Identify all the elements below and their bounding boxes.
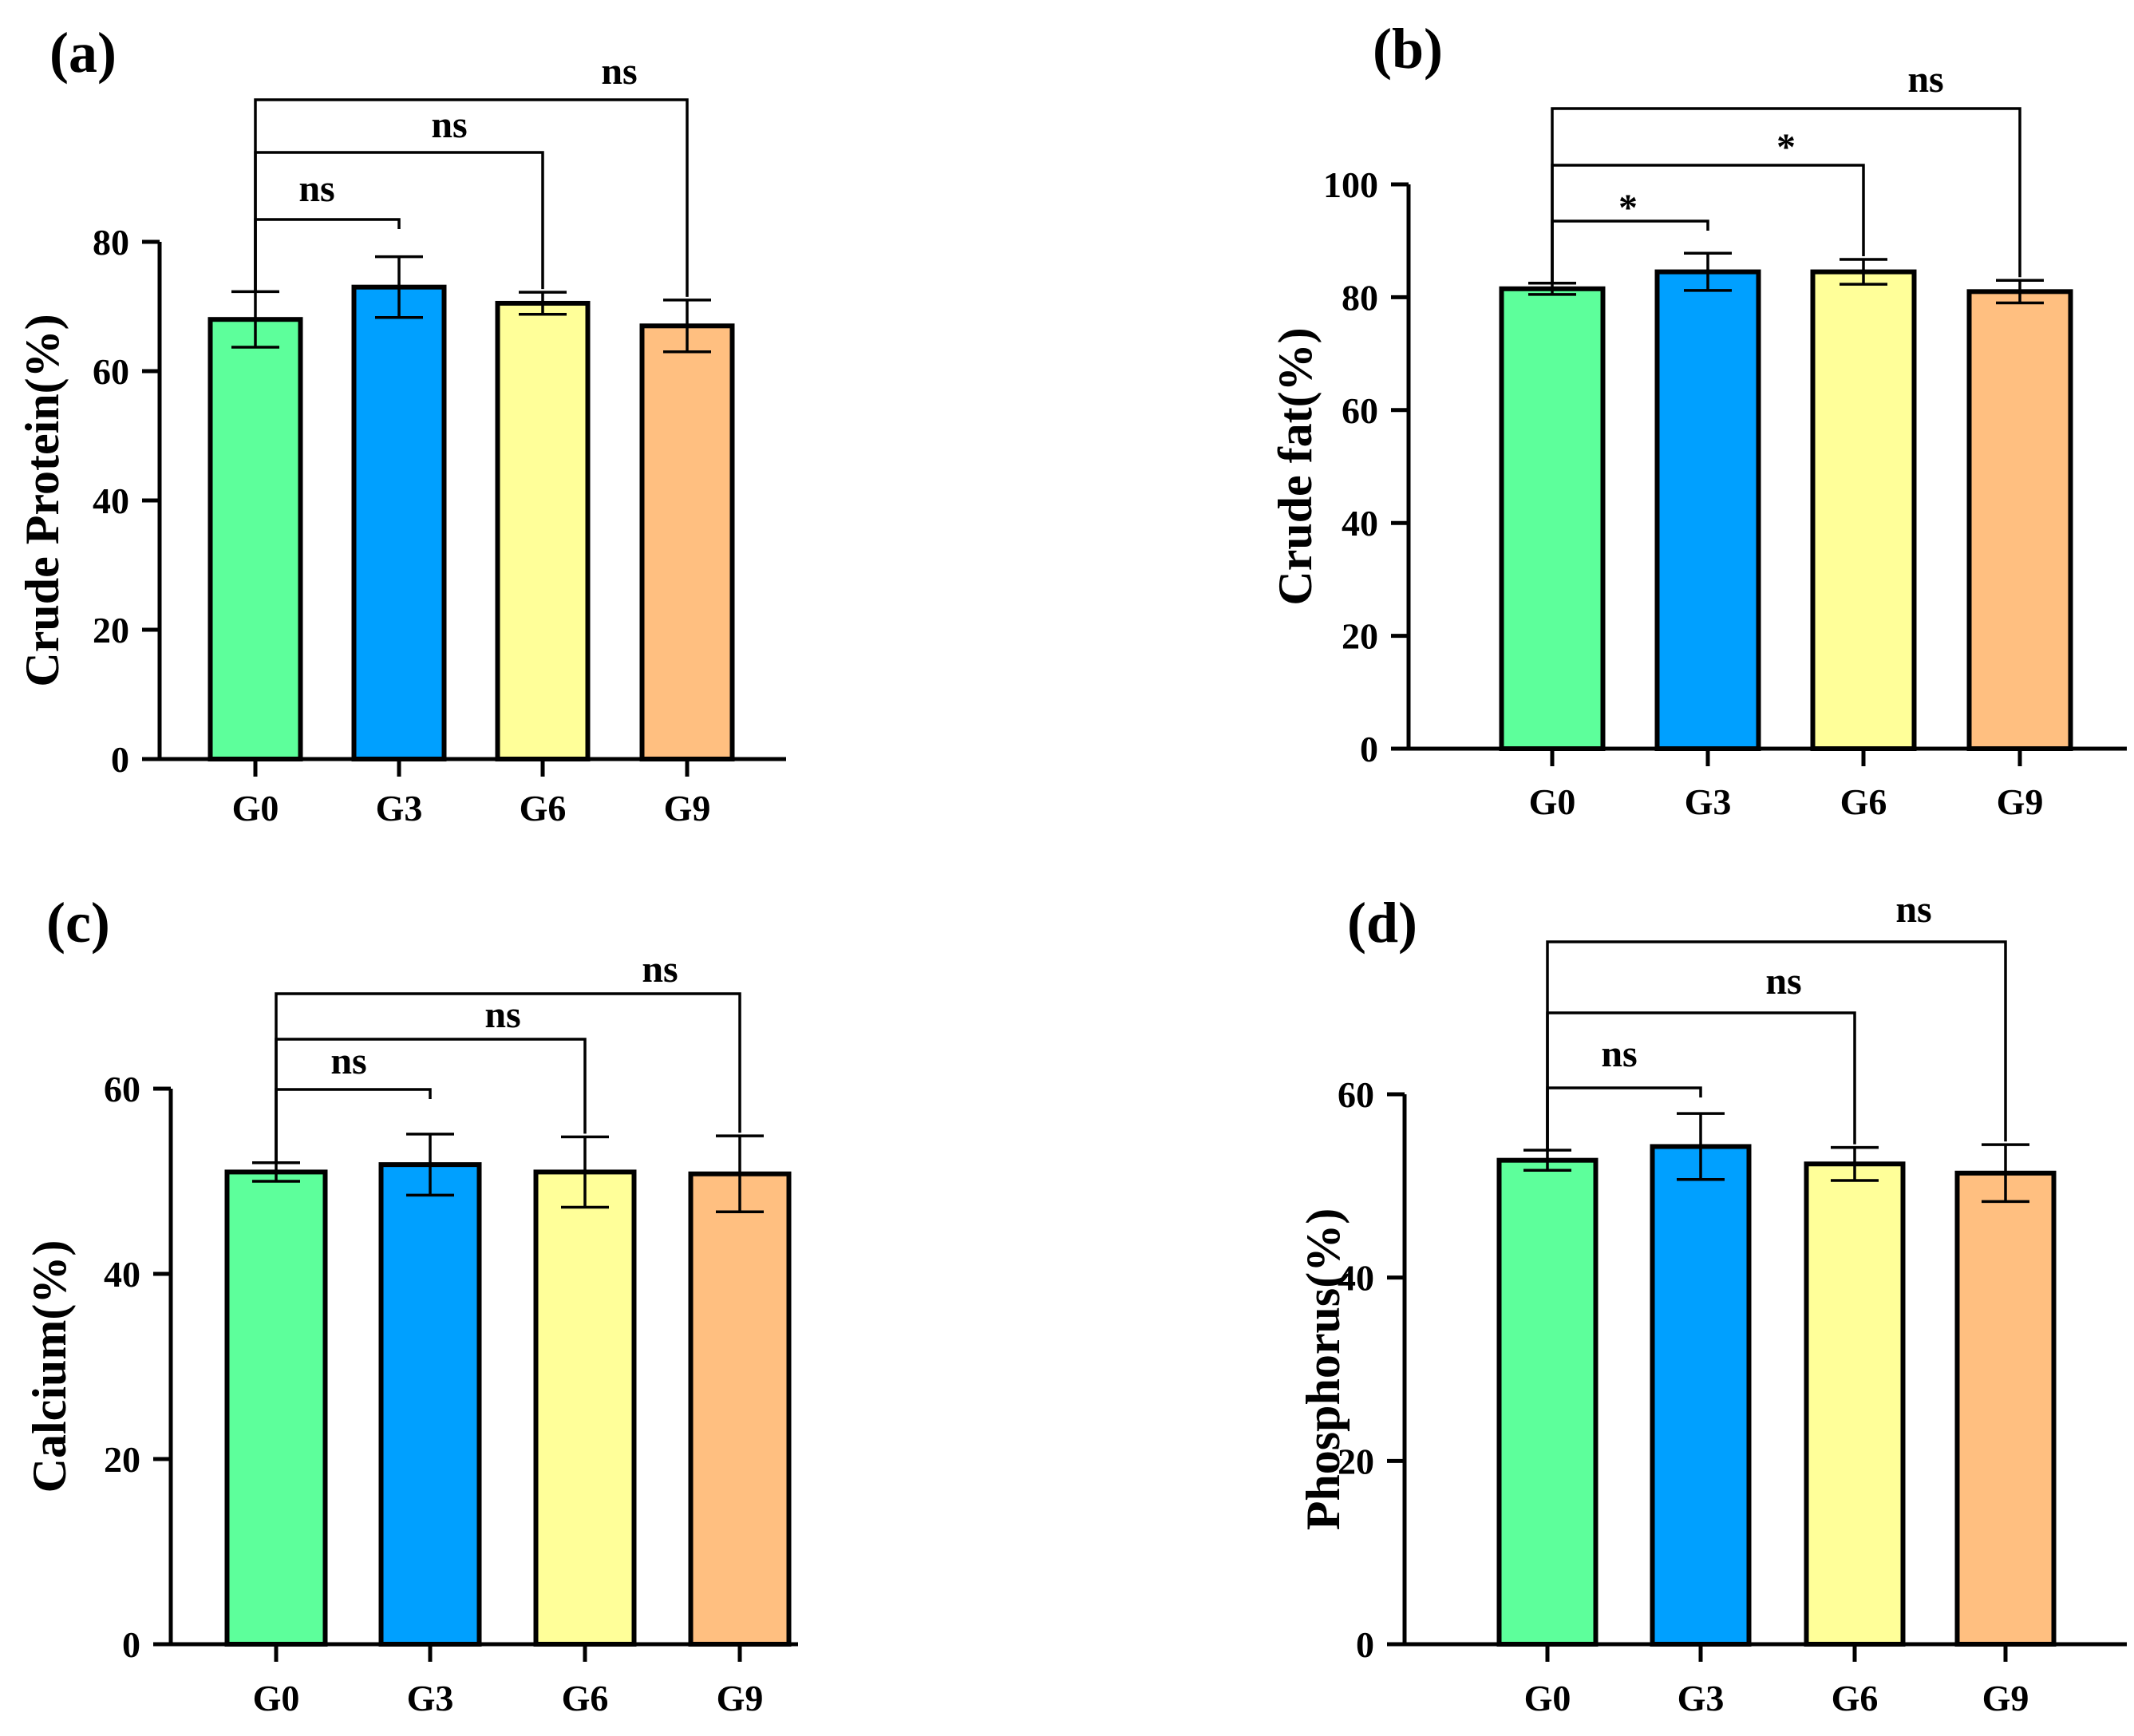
x-tick-label: G6 bbox=[520, 788, 567, 828]
y-tick-label: 20 bbox=[1342, 616, 1378, 657]
x-tick-label: G0 bbox=[232, 788, 279, 828]
significance-label: * bbox=[1776, 126, 1796, 168]
y-tick-label: 60 bbox=[1342, 390, 1378, 431]
bar-g3 bbox=[378, 1162, 482, 1647]
bar-g6 bbox=[533, 1169, 637, 1647]
x-tick-label: G9 bbox=[1997, 781, 2044, 822]
y-axis-title: Crude Protein(%) bbox=[16, 314, 69, 686]
y-tick-label: 0 bbox=[122, 1624, 140, 1665]
significance-bracket bbox=[275, 1088, 432, 1163]
y-tick-label: 0 bbox=[1356, 1624, 1374, 1665]
significance-label: ns bbox=[1907, 58, 1943, 101]
x-tick-label: G6 bbox=[562, 1678, 609, 1718]
significance-label: ns bbox=[330, 1040, 366, 1082]
y-tick-label: 20 bbox=[93, 610, 129, 651]
significance-bracket bbox=[254, 98, 689, 297]
significance-label: * bbox=[1618, 187, 1638, 229]
significance-label: ns bbox=[1601, 1033, 1637, 1075]
chart-panel-3: (c) 0 20 40 60 Calcium(%) G0 G3 G6 G9 ns ns ns bbox=[23, 891, 798, 1718]
y-tick-label: 40 bbox=[93, 480, 129, 521]
bar-g9 bbox=[639, 323, 735, 761]
y-tick-label: 100 bbox=[1323, 164, 1378, 205]
bar-g3 bbox=[351, 284, 447, 761]
bar-g6 bbox=[1810, 269, 1917, 751]
bar-g9 bbox=[1954, 1170, 2057, 1647]
y-tick-label: 20 bbox=[1338, 1441, 1374, 1481]
x-tick-label: G0 bbox=[1524, 1678, 1571, 1718]
y-tick-label: 60 bbox=[1338, 1074, 1374, 1115]
significance-bracket bbox=[1546, 1086, 1702, 1151]
y-tick-label: 0 bbox=[111, 739, 129, 780]
x-tick-label: G9 bbox=[717, 1678, 764, 1718]
x-tick-label: G3 bbox=[1678, 1678, 1725, 1718]
y-tick-label: 80 bbox=[1342, 277, 1378, 318]
significance-label: ns bbox=[1765, 960, 1801, 1002]
x-tick-label: G0 bbox=[1529, 781, 1576, 822]
bar-g0 bbox=[224, 1169, 328, 1647]
significance-label: ns bbox=[484, 994, 520, 1036]
significance-bracket bbox=[1546, 940, 2007, 1151]
y-tick-label: 20 bbox=[104, 1439, 140, 1480]
significance-label: ns bbox=[431, 104, 467, 146]
panel-label: (d) bbox=[1347, 891, 1417, 955]
significance-label: ns bbox=[298, 168, 334, 210]
y-tick-label: 80 bbox=[93, 222, 129, 263]
bar-g9 bbox=[688, 1171, 792, 1647]
x-tick-label: G3 bbox=[407, 1678, 454, 1718]
chart-panel-2: (b) 0 20 40 60 80 100 Crude fat(%) G0 G3 G6 G9 * * ns bbox=[1269, 17, 2127, 822]
x-tick-label: G3 bbox=[1685, 781, 1732, 822]
x-tick-label: G3 bbox=[376, 788, 423, 828]
significance-label: ns bbox=[601, 50, 637, 93]
y-axis-title: Calcium(%) bbox=[23, 1240, 76, 1493]
x-tick-label: G9 bbox=[664, 788, 711, 828]
y-axis-title: Phosphorus(%) bbox=[1297, 1208, 1350, 1530]
bar-g9 bbox=[1966, 289, 2073, 751]
panel-label: (c) bbox=[46, 891, 110, 955]
x-tick-label: G6 bbox=[1832, 1678, 1879, 1718]
y-tick-label: 60 bbox=[93, 351, 129, 392]
x-tick-label: G0 bbox=[253, 1678, 300, 1718]
bar-g0 bbox=[1499, 286, 1606, 752]
x-tick-label: G9 bbox=[1982, 1678, 2029, 1718]
y-tick-label: 40 bbox=[1342, 503, 1378, 544]
significance-bracket bbox=[1551, 107, 2021, 283]
chart-panel-1: (a) 0 20 40 60 80 Crude Protein(%) G0 G3 G6 G9 ns ns… bbox=[16, 21, 786, 828]
y-tick-label: 0 bbox=[1360, 729, 1378, 769]
significance-bracket bbox=[275, 992, 741, 1163]
panel-label: (a) bbox=[49, 21, 117, 85]
x-tick-label: G6 bbox=[1840, 781, 1887, 822]
significance-label: ns bbox=[1895, 888, 1931, 931]
bar-g3 bbox=[1650, 1144, 1752, 1647]
bar-g0 bbox=[207, 317, 303, 761]
panel-label: (b) bbox=[1373, 17, 1443, 81]
y-tick-label: 40 bbox=[1338, 1258, 1374, 1299]
bar-g0 bbox=[1496, 1157, 1599, 1647]
significance-label: ns bbox=[642, 948, 678, 991]
y-tick-label: 40 bbox=[104, 1254, 140, 1295]
bar-g3 bbox=[1654, 269, 1761, 751]
y-tick-label: 60 bbox=[104, 1069, 140, 1109]
chart-panel-4: (d) 0 20 40 60 Phosphorus(%) G0 G3 G6 G9 ns ns ns bbox=[1297, 888, 2127, 1718]
bar-g6 bbox=[1804, 1161, 1906, 1647]
y-axis-title: Crude fat(%) bbox=[1269, 327, 1322, 605]
bar-g6 bbox=[495, 300, 591, 761]
